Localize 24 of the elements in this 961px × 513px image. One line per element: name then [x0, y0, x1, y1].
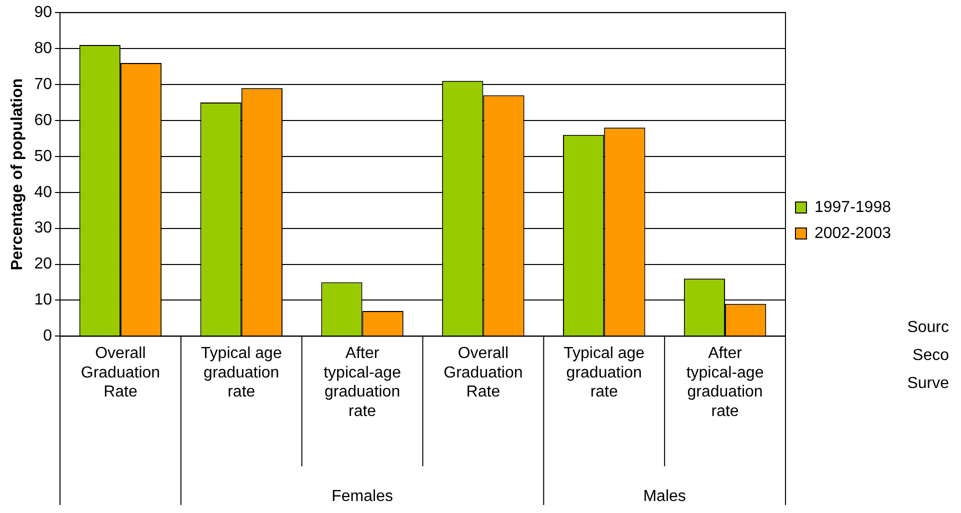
- text: Seco: [912, 347, 950, 364]
- legend-label: 2002-2003: [814, 224, 892, 242]
- x-tick-label: Overall Graduation Rate: [444, 345, 523, 401]
- y-tick-label: 50: [34, 148, 52, 165]
- text: Surve: [907, 375, 950, 392]
- text: Males: [643, 488, 686, 505]
- y-tick-label: 0: [43, 328, 52, 345]
- y-tick-label: 70: [34, 76, 52, 93]
- y-tick-label: 60: [34, 112, 52, 129]
- y-tick-label: 90: [34, 4, 52, 22]
- text: Sourc: [907, 319, 949, 336]
- x-tick-label: Typical age graduation rate: [200, 345, 282, 401]
- x-tick-label: After typical-age graduation rate: [324, 345, 402, 420]
- text: Females: [332, 488, 393, 505]
- x-tick-label: Overall Graduation Rate: [80, 345, 160, 401]
- y-tick-label: 30: [34, 220, 52, 237]
- y-tick-label: 40: [34, 184, 52, 201]
- y-tick-label: 80: [34, 40, 52, 57]
- legend-label: 1997-1998: [814, 198, 892, 216]
- y-tick-label: 20: [34, 256, 52, 273]
- y-axis-title: Percentage of population: [9, 78, 26, 270]
- y-tick-label: 10: [34, 292, 52, 309]
- x-tick-label: After typical-age graduation rate: [686, 345, 764, 420]
- x-tick-label: Typical age graduation rate: [564, 345, 645, 401]
